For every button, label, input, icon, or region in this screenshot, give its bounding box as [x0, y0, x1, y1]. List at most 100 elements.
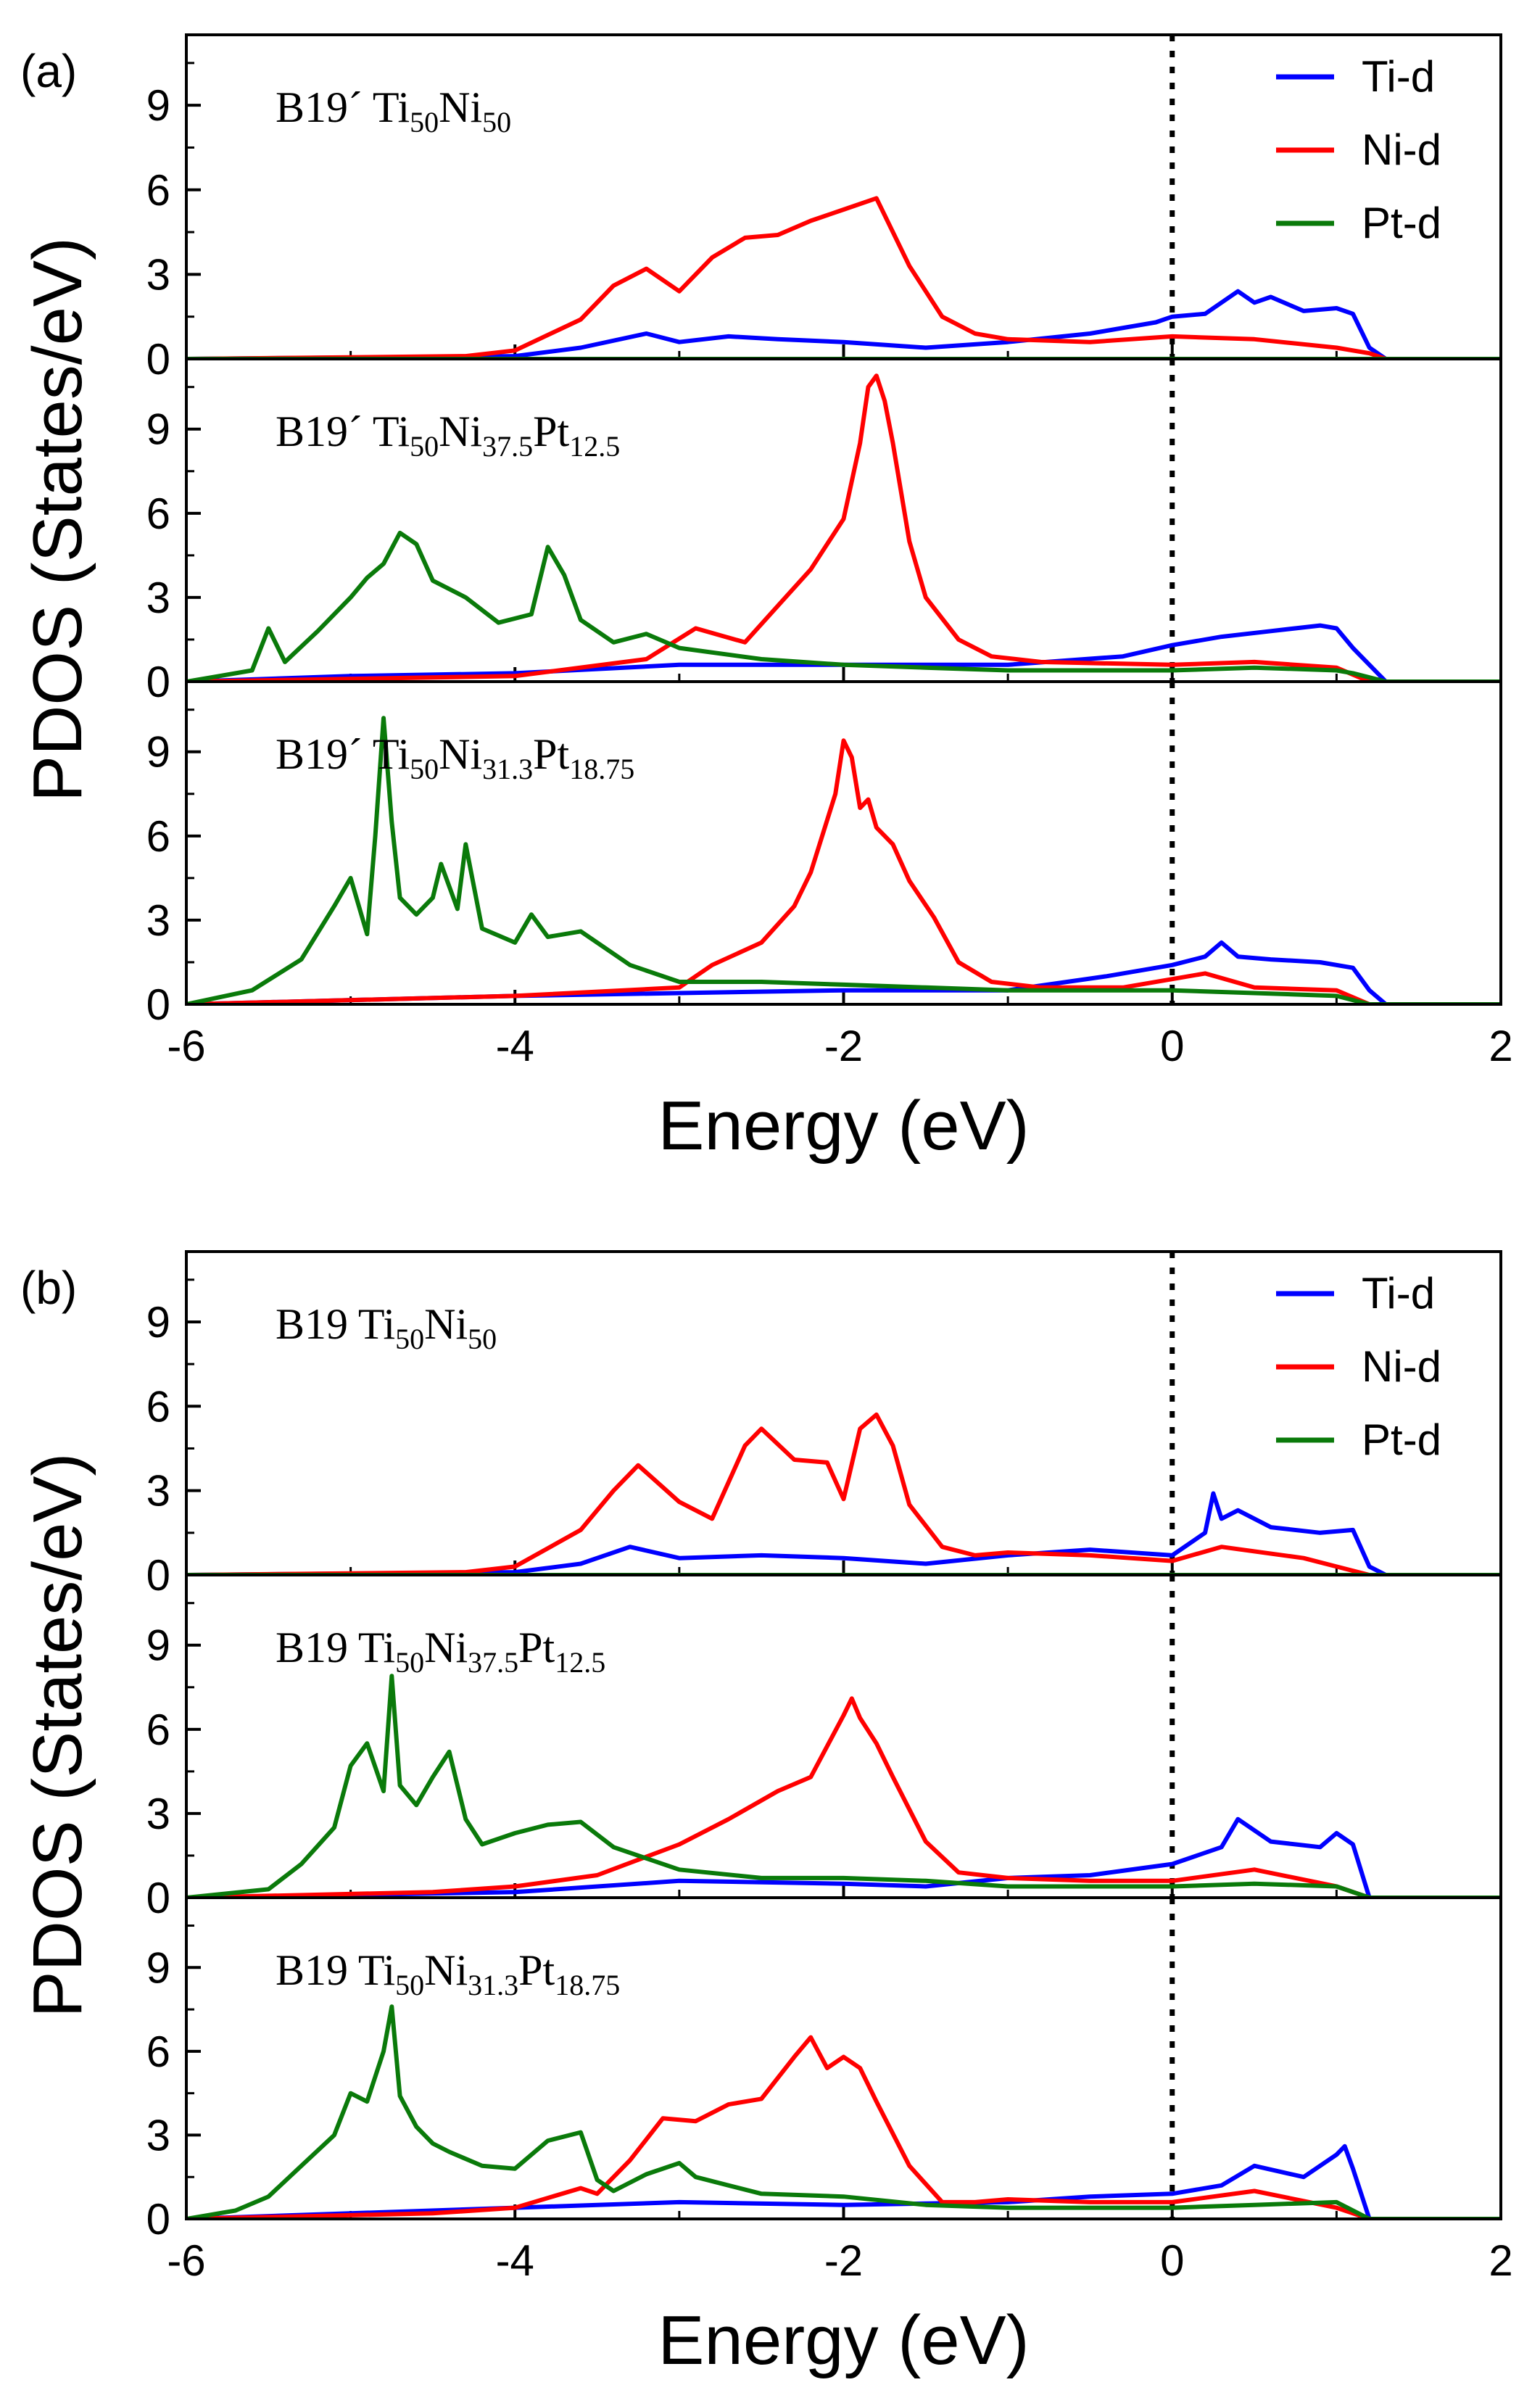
label-subscript: 18.75	[555, 1969, 620, 2001]
series-line-ti-d	[186, 1816, 1501, 1898]
y-tick-label: 9	[146, 1943, 170, 1992]
subpanel: 0 3 6 9 B19´ Ti50Ni37.5Pt12.5	[146, 357, 1502, 706]
label-subscript: 37.5	[468, 1646, 518, 1679]
x-tick-label: 0	[1160, 2236, 1184, 2285]
y-tick-label: 0	[146, 980, 170, 1029]
legend-label: Pt-d	[1362, 1415, 1441, 1464]
y-axis-title: PDOS (States/eV)	[19, 237, 96, 802]
label-subscript: 18.75	[569, 753, 634, 785]
label-element: Ni	[424, 1624, 468, 1671]
series-line-ti-d	[186, 940, 1501, 1004]
subpanel-label: B19´ Ti50Ni37.5Pt12.5	[276, 408, 620, 463]
y-tick-label: 0	[146, 1874, 170, 1922]
series-line-pt-d	[186, 716, 1501, 1004]
x-tick-label: -4	[496, 2236, 534, 2285]
y-tick-label: 3	[146, 896, 170, 945]
y-tick-label: 9	[146, 405, 170, 454]
series-line-pt-d	[186, 2004, 1501, 2219]
label-subscript: 50	[468, 1323, 497, 1355]
subpanel-label: B19´ Ti50Ni50	[276, 83, 511, 139]
series-line-ni-d	[186, 1412, 1501, 1575]
subpanel-label: B19´ Ti50Ni31.3Pt18.75	[276, 730, 634, 785]
subpanel: 0 3 6 9 B19´ Ti50Ni31.3Pt18.75	[146, 680, 1502, 1029]
label-base: B19 Ti	[276, 1624, 395, 1671]
x-tick-label: -6	[167, 1022, 205, 1070]
x-axis-title: Energy (eV)	[658, 2302, 1029, 2379]
label-subscript: 31.3	[468, 1969, 518, 2001]
label-subscript: 50	[395, 1969, 424, 2001]
subpanel: 0 3 6 9 B19 Ti50Ni31.3Pt18.75	[146, 1896, 1502, 2244]
label-element: Ni	[424, 1300, 468, 1348]
x-tick-label: 2	[1489, 2236, 1512, 2285]
label-element: Ni	[439, 83, 482, 131]
label-element: Pt	[518, 1946, 555, 1994]
y-tick-label: 3	[146, 574, 170, 622]
x-tick-label: -2	[824, 2236, 863, 2285]
label-subscript: 50	[482, 106, 511, 139]
legend-label: Ti-d	[1362, 1269, 1435, 1318]
panel-tag: (a)	[20, 45, 77, 97]
y-tick-label: 0	[146, 2195, 170, 2244]
y-tick-label: 3	[146, 1467, 170, 1516]
subpanel: 0 3 6 9 B19 Ti50Ni37.5Pt12.5	[146, 1574, 1502, 1922]
series-group	[186, 196, 1501, 359]
series-group	[186, 716, 1501, 1004]
series-line-pt-d	[186, 1674, 1501, 1898]
label-base: B19´ Ti	[276, 83, 410, 131]
y-tick-label: 0	[146, 335, 170, 384]
series-line-ni-d	[186, 196, 1501, 359]
x-tick-label: 2	[1489, 1022, 1512, 1070]
series-line-pt-d	[186, 530, 1501, 682]
series-line-ti-d	[186, 2144, 1501, 2219]
subpanel-label: B19 Ti50Ni31.3Pt18.75	[276, 1946, 620, 2001]
y-tick-label: 3	[146, 250, 170, 299]
y-tick-label: 9	[146, 728, 170, 777]
label-subscript: 50	[410, 753, 439, 785]
label-element: Pt	[533, 730, 569, 778]
legend-label: Pt-d	[1362, 199, 1441, 247]
y-tick-label: 0	[146, 658, 170, 706]
y-tick-label: 6	[146, 812, 170, 861]
y-axis-title: PDOS (States/eV)	[19, 1453, 96, 2018]
x-tick-label: -6	[167, 2236, 205, 2285]
y-tick-label: 6	[146, 489, 170, 538]
label-subscript: 50	[395, 1323, 424, 1355]
series-line-ni-d	[186, 373, 1501, 682]
series-line-ni-d	[186, 738, 1501, 1004]
y-tick-label: 6	[146, 1382, 170, 1431]
label-element: Ni	[439, 730, 482, 778]
label-element: Ni	[439, 408, 482, 455]
y-tick-label: 3	[146, 1790, 170, 1838]
label-subscript: 31.3	[482, 753, 533, 785]
series-line-ti-d	[186, 289, 1501, 359]
label-base: B19´ Ti	[276, 408, 410, 455]
series-group	[186, 1674, 1501, 1898]
label-subscript: 50	[395, 1646, 424, 1679]
label-subscript: 50	[410, 430, 439, 463]
x-tick-label: -2	[824, 1022, 863, 1070]
y-tick-label: 3	[146, 2111, 170, 2159]
y-tick-label: 9	[146, 1298, 170, 1347]
subpanel-label: B19 Ti50Ni50	[276, 1300, 497, 1355]
series-group	[186, 1412, 1501, 1575]
panel-tag: (b)	[20, 1262, 77, 1314]
legend-label: Ti-d	[1362, 52, 1435, 101]
series-line-ni-d	[186, 1696, 1501, 1898]
label-element: Ni	[424, 1946, 468, 1994]
label-subscript: 12.5	[569, 430, 620, 463]
y-tick-label: 9	[146, 1621, 170, 1670]
label-subscript: 50	[410, 106, 439, 139]
series-group	[186, 2004, 1501, 2219]
series-line-ti-d	[186, 1491, 1501, 1575]
label-subscript: 12.5	[555, 1646, 605, 1679]
y-tick-label: 6	[146, 1706, 170, 1754]
subpanel-frame	[185, 1896, 1502, 2220]
label-base: B19´ Ti	[276, 730, 410, 778]
series-line-ni-d	[186, 2035, 1501, 2219]
y-tick-label: 6	[146, 166, 170, 215]
